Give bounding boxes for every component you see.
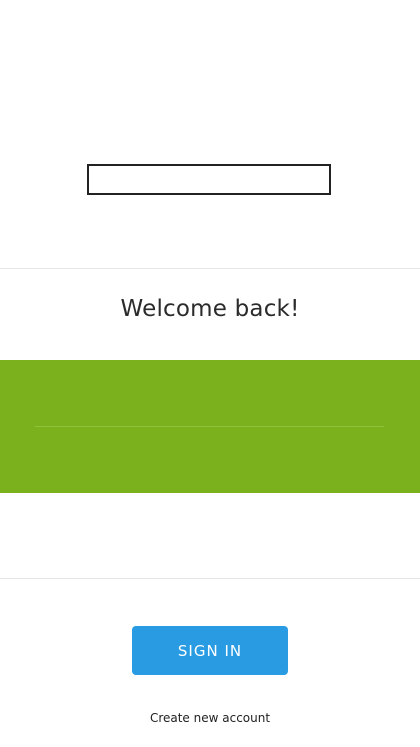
create-account-link[interactable]: Create new account	[149, 711, 271, 725]
welcome-heading: Welcome back!	[120, 296, 300, 322]
input-divider	[35, 426, 384, 427]
credentials-panel	[0, 360, 420, 493]
logo-placeholder	[87, 164, 331, 195]
top-divider	[0, 268, 420, 269]
sign-in-button[interactable]: SIGN IN	[132, 626, 288, 675]
bottom-divider	[0, 578, 420, 579]
